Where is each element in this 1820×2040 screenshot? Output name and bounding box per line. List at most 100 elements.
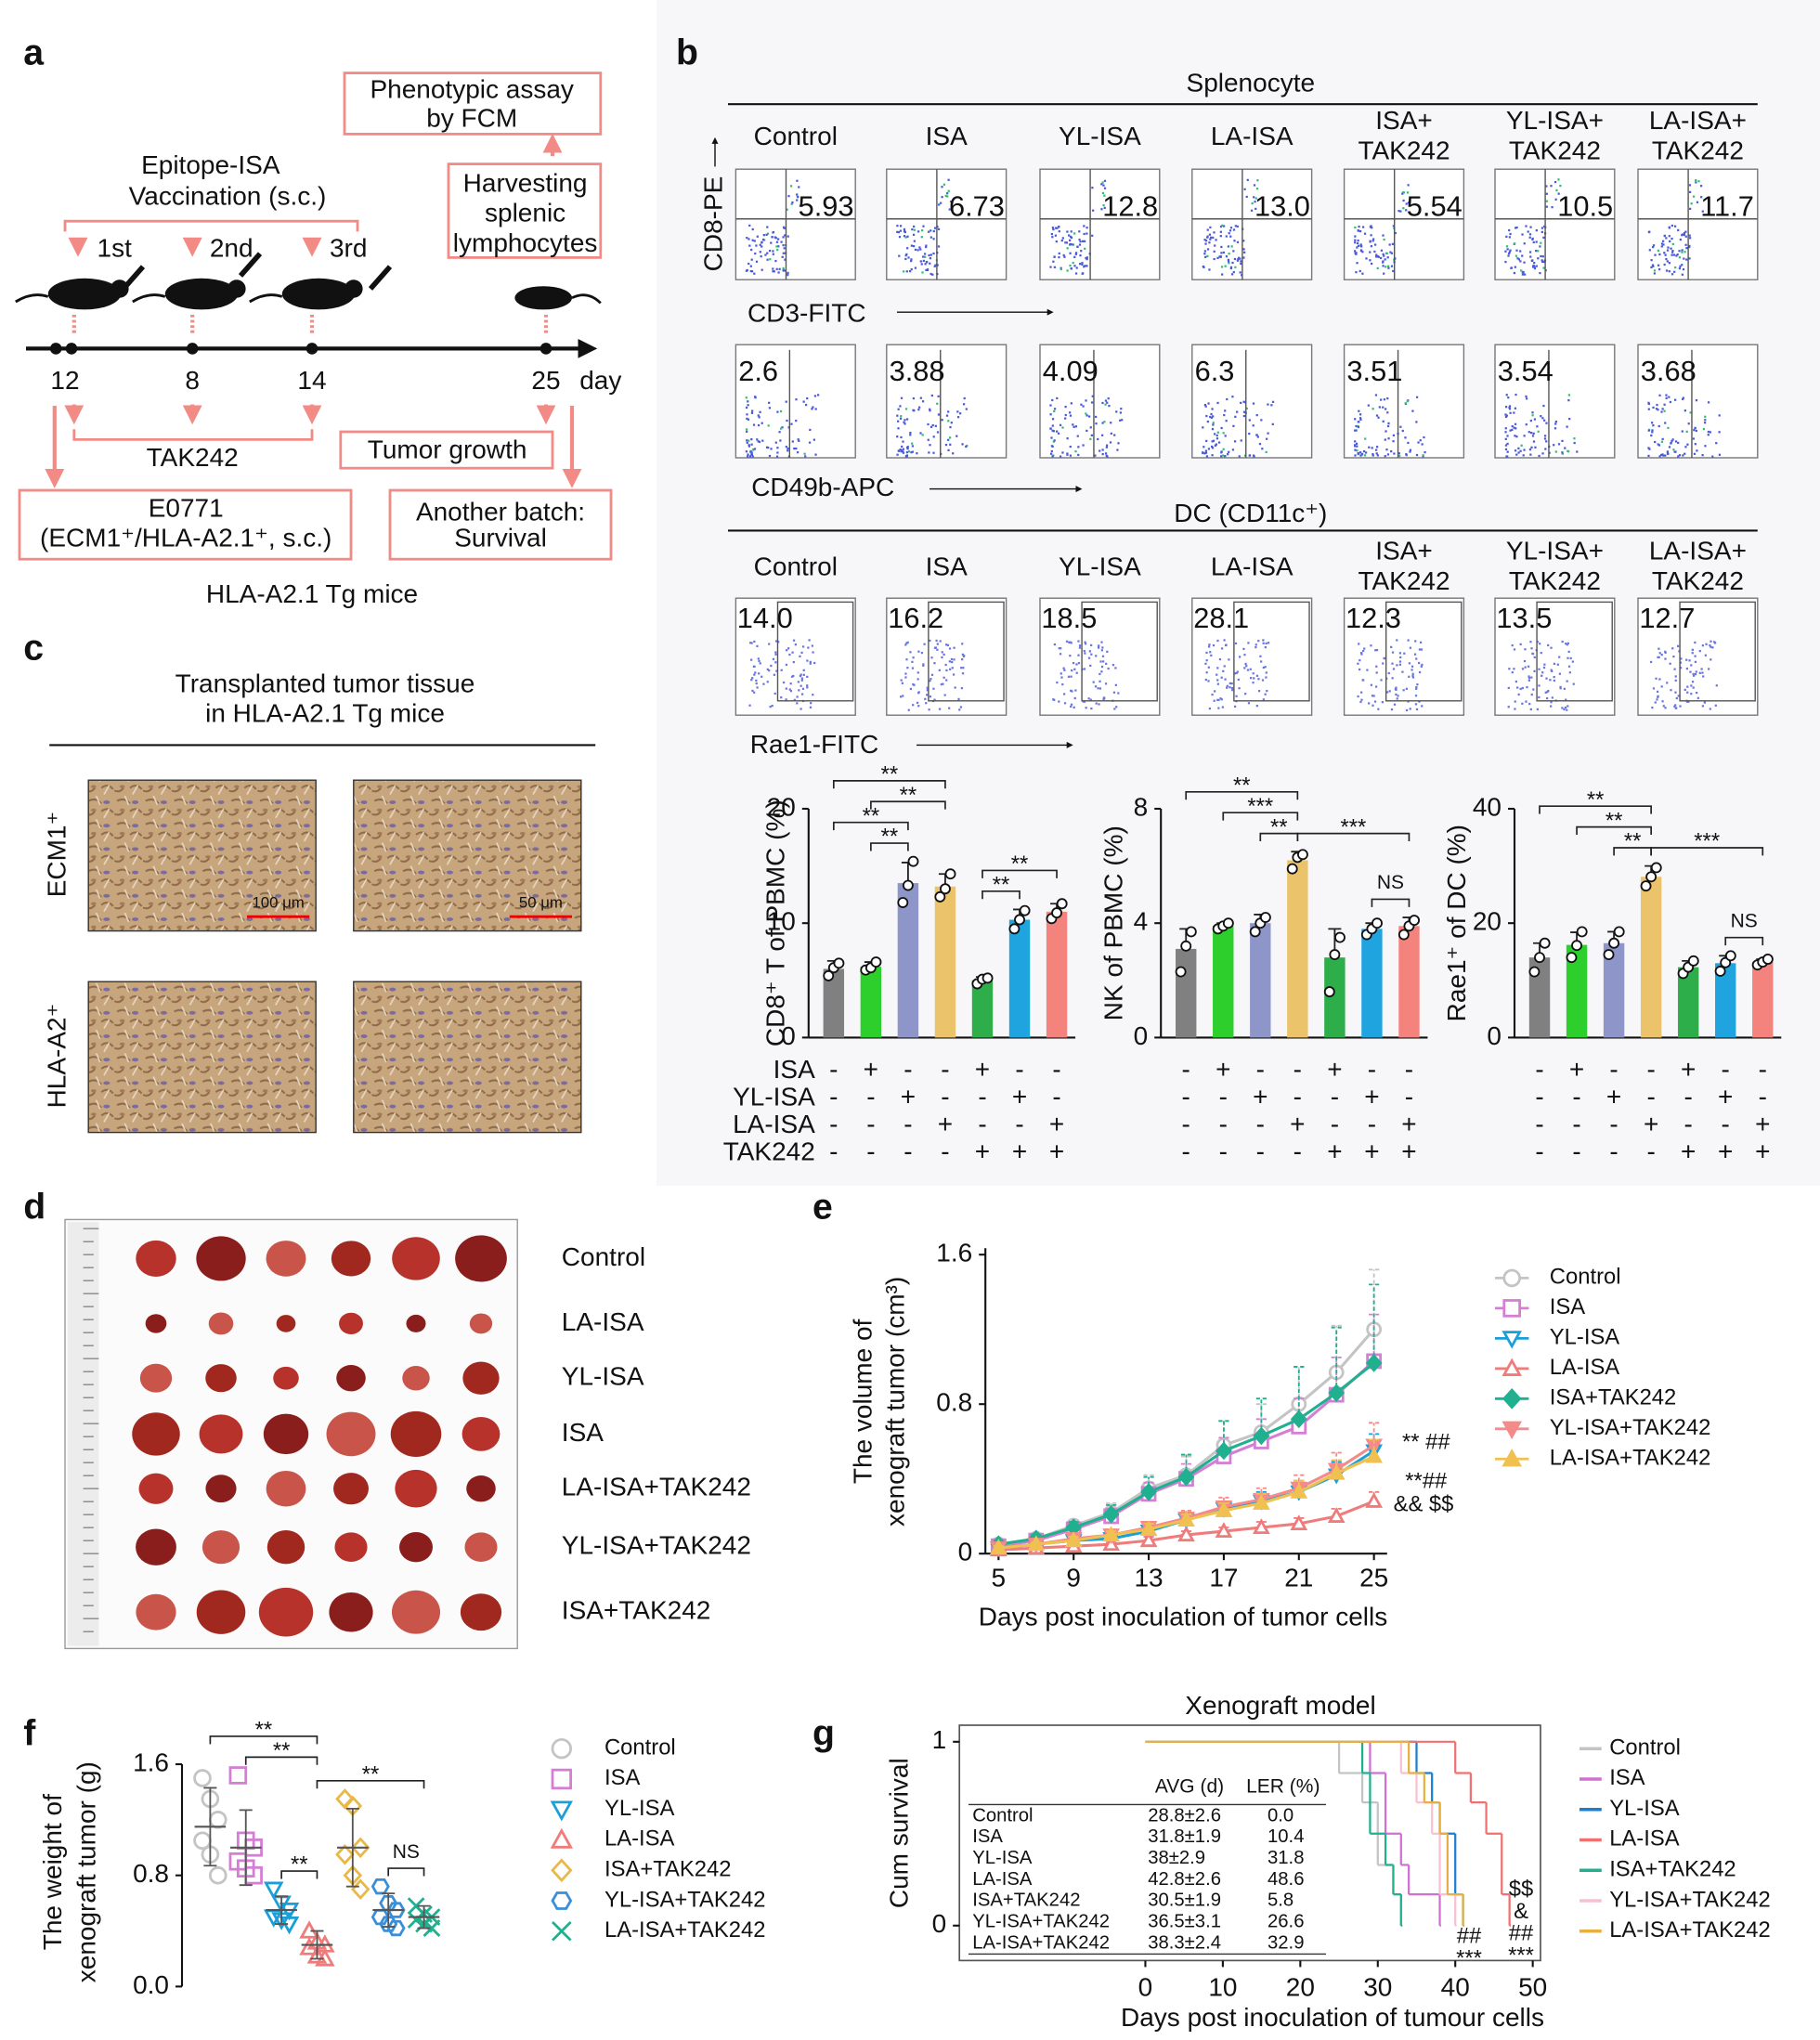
legend-marker — [551, 1737, 572, 1760]
flow-event — [1513, 271, 1516, 275]
flow-event — [1359, 418, 1362, 421]
flow-event — [1083, 225, 1086, 227]
flow-event — [1361, 272, 1364, 275]
group-label: LA-ISA+TAK242 — [562, 1473, 751, 1501]
flow-event — [1665, 269, 1669, 272]
flow-event — [1367, 404, 1370, 407]
flow-event — [750, 443, 753, 446]
flow-event — [904, 408, 908, 410]
treatment-sign: - — [1182, 1083, 1190, 1111]
flow-event — [1718, 431, 1721, 434]
flow-event — [1411, 676, 1415, 679]
flow-event — [1561, 707, 1564, 709]
flow-event — [1064, 417, 1067, 420]
flow-event — [1672, 655, 1675, 658]
flow-event — [962, 667, 965, 669]
flow-event — [1079, 240, 1082, 243]
flow-event — [786, 647, 790, 650]
flow-event — [1557, 192, 1560, 195]
flow-event — [937, 413, 941, 416]
flow-event — [911, 667, 915, 669]
flow-event — [746, 417, 748, 421]
flow-event — [760, 241, 763, 244]
flow-event — [954, 686, 956, 689]
group-label: ISA — [562, 1418, 604, 1447]
flow-event — [1651, 264, 1655, 266]
flow-event — [1208, 233, 1212, 236]
flow-event — [809, 662, 812, 665]
flow-event — [1218, 657, 1222, 661]
flow-event — [1052, 440, 1055, 443]
flow-event — [1095, 655, 1098, 657]
flow-event — [1070, 642, 1072, 644]
flow-event — [1566, 656, 1569, 659]
flow-event — [1238, 455, 1241, 458]
flow-event — [1358, 413, 1362, 416]
data-point — [902, 879, 914, 891]
tumor — [136, 1240, 176, 1277]
flow-event — [931, 423, 934, 427]
flow-event — [1383, 254, 1385, 257]
flow-event — [1358, 668, 1361, 671]
flow-event — [1379, 256, 1383, 260]
flow-event — [1257, 678, 1260, 681]
flow-event — [1514, 227, 1517, 229]
flow-event — [775, 240, 779, 243]
flow-event — [1217, 441, 1221, 444]
flow-event — [753, 640, 756, 643]
flow-event — [1545, 205, 1548, 208]
bar — [1046, 911, 1068, 1038]
flow-event — [1660, 654, 1663, 656]
flow-event — [1670, 253, 1673, 256]
flow-event — [1052, 260, 1055, 263]
flow-event — [814, 453, 817, 456]
data-point — [386, 1919, 406, 1937]
flow-event — [1651, 431, 1654, 434]
flow-event — [1505, 245, 1509, 248]
data-point — [1290, 1482, 1308, 1499]
flow-event — [1567, 665, 1571, 668]
flow-event — [786, 208, 788, 211]
flow-event — [773, 673, 776, 676]
flow-event — [1407, 441, 1410, 445]
flow-event — [1678, 250, 1681, 253]
flow-event — [1083, 668, 1086, 670]
flow-event — [1405, 708, 1409, 712]
flow-event — [1202, 451, 1204, 454]
flow-event — [1211, 454, 1214, 457]
flow-event — [929, 695, 932, 698]
flow-event — [1422, 455, 1424, 458]
flow-event — [1387, 671, 1390, 675]
flow-event — [792, 674, 795, 678]
treatment-label: TAK242 — [723, 1137, 815, 1165]
flow-event — [1225, 643, 1228, 646]
flow-event — [1059, 423, 1062, 426]
data-point — [1008, 923, 1020, 935]
flow-event — [1359, 244, 1362, 247]
flow-event — [1553, 675, 1555, 679]
flow-event — [900, 435, 903, 439]
flow-event — [1217, 707, 1220, 709]
flow-event — [1420, 665, 1423, 668]
flow-event — [1242, 647, 1245, 651]
annotation: ** ## — [1402, 1429, 1450, 1454]
flow-event — [1228, 686, 1231, 689]
flow-event — [1088, 415, 1091, 418]
flow-event — [1660, 245, 1663, 248]
flow-event — [1563, 687, 1566, 690]
flow-event — [1568, 671, 1571, 674]
flow-event — [1254, 201, 1256, 203]
flow-event — [1684, 243, 1687, 246]
percent-label: 6.3 — [1195, 355, 1235, 387]
flow-plot — [1191, 168, 1313, 280]
group-name: Control — [754, 552, 838, 580]
group-name: TAK242 — [1358, 566, 1450, 595]
flow-event — [1375, 414, 1379, 417]
flow-event — [934, 264, 937, 266]
data-point — [1613, 926, 1625, 938]
flow-event — [1535, 265, 1538, 267]
flow-event — [1513, 648, 1516, 651]
annotation: *** — [1456, 1945, 1482, 1970]
flow-event — [789, 689, 793, 693]
flow-event — [768, 669, 771, 672]
